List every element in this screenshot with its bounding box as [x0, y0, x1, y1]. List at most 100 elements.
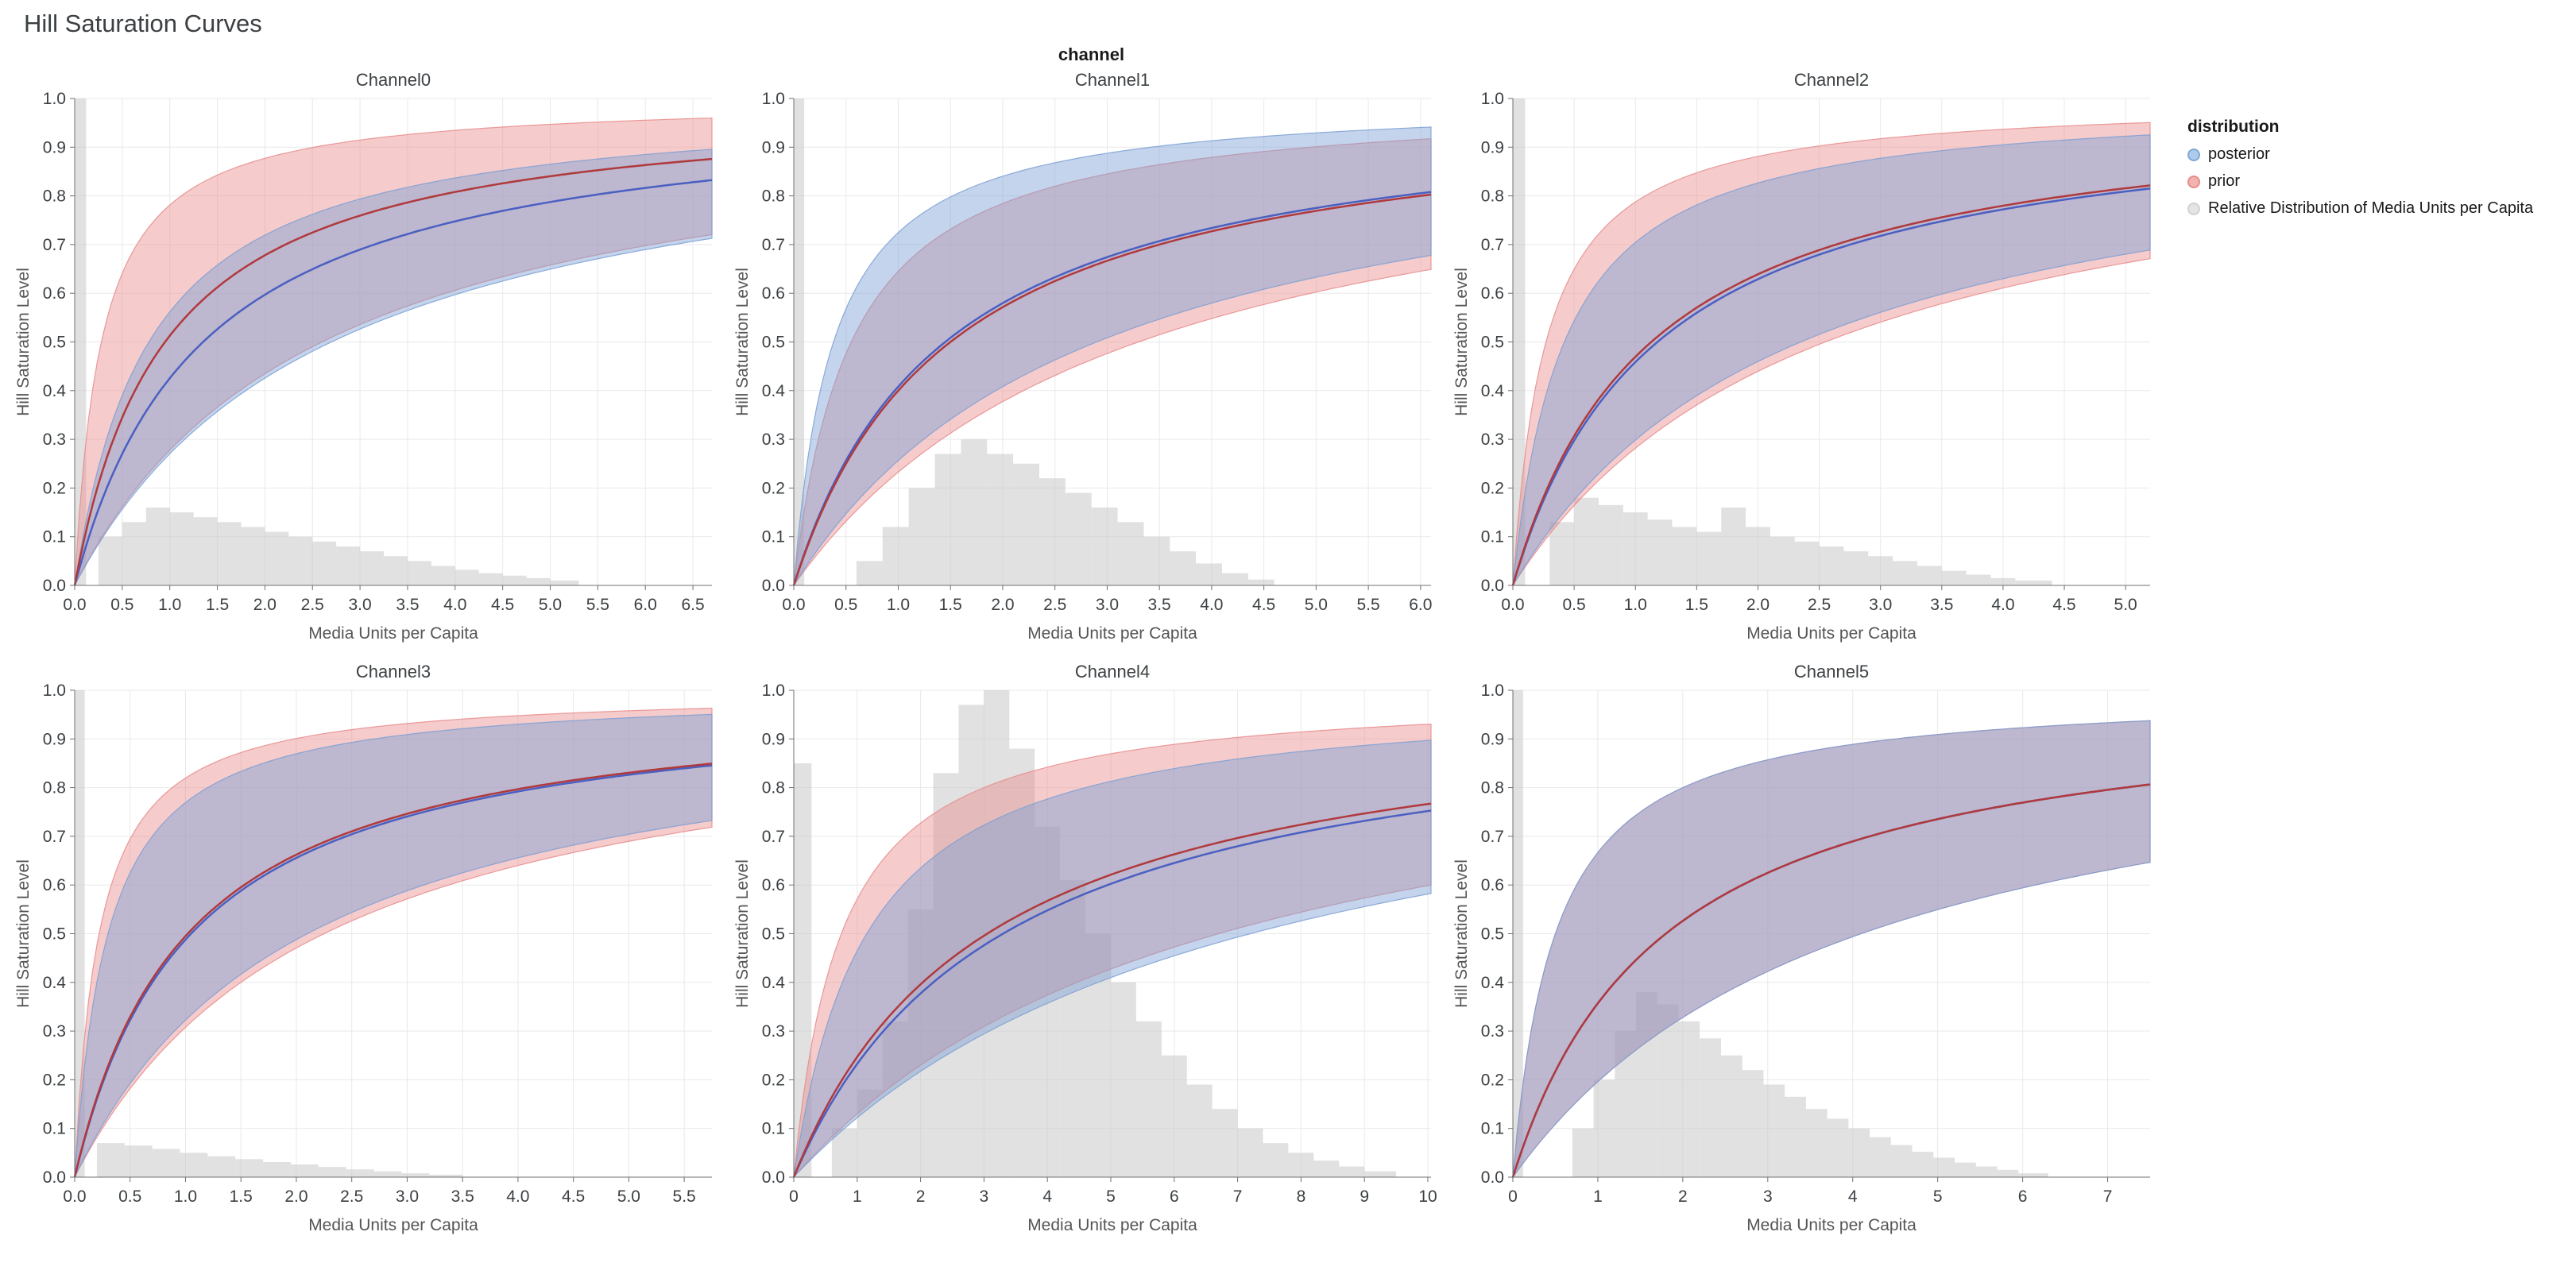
- x-tick-label: 4: [1848, 1187, 1858, 1206]
- histogram-bar: [961, 439, 988, 585]
- x-tick-label: 1.5: [1685, 596, 1708, 614]
- x-tick-label: 3.0: [349, 596, 372, 614]
- y-tick-label: 0.7: [762, 828, 785, 846]
- x-tick-label: 4.0: [1200, 596, 1223, 614]
- x-tick-label: 1.5: [230, 1187, 253, 1206]
- x-tick-label: 3.5: [451, 1187, 474, 1206]
- histogram-bar: [2018, 1173, 2048, 1177]
- x-tick-label: 3: [1763, 1187, 1773, 1206]
- x-tick-label: 3.0: [1869, 596, 1892, 614]
- x-tick-label: 0.5: [110, 596, 133, 614]
- x-tick-label: 5.0: [539, 596, 562, 614]
- x-tick-label: 5.5: [1357, 596, 1380, 614]
- x-tick-label: 2: [1678, 1187, 1688, 1206]
- histogram-bar: [1549, 522, 1575, 585]
- y-tick-label: 0.2: [43, 1071, 66, 1089]
- histogram-bar: [1170, 551, 1197, 585]
- x-tick-label: 4.0: [506, 1187, 529, 1206]
- x-tick-label: 4.0: [443, 596, 466, 614]
- y-tick-label: 0.0: [762, 577, 785, 595]
- y-tick-label: 0.9: [43, 138, 66, 156]
- y-tick-label: 0.8: [762, 779, 785, 797]
- y-tick-label: 0.5: [762, 925, 785, 944]
- y-tick-label: 0.9: [762, 730, 785, 748]
- y-tick-label: 0.8: [1481, 779, 1504, 797]
- y-axis-title: Hill Saturation Level: [733, 859, 752, 1008]
- histogram-bar: [908, 488, 935, 585]
- x-tick-label: 0.5: [834, 596, 857, 614]
- x-tick-label: 10: [1418, 1187, 1437, 1206]
- x-axis-title: Media Units per Capita: [308, 1216, 478, 1234]
- facet-channel5: 0 1 2 3 4 5 6 7 0.0 0.1 0.2 0.3 0.4 0.5 0.6 0.7 0.8 0.9 1.…: [1452, 662, 2151, 1234]
- x-tick-label: 4.5: [562, 1187, 585, 1206]
- histogram-bar: [1060, 880, 1086, 1177]
- y-tick-label: 0.7: [762, 236, 785, 254]
- histogram-bar: [1247, 579, 1274, 585]
- y-tick-label: 0.1: [43, 528, 66, 546]
- x-tick-label: 2.0: [284, 1187, 307, 1206]
- prior-swatch-icon: [2187, 175, 2200, 188]
- y-tick-label: 0.8: [1481, 187, 1504, 206]
- histogram-bar: [1196, 563, 1223, 585]
- y-tick-label: 0.6: [1481, 284, 1504, 303]
- histogram-bar: [288, 536, 313, 585]
- y-tick-label: 0.5: [43, 334, 66, 352]
- histogram-bar: [1186, 1084, 1213, 1177]
- facet-title: Channel1: [1075, 70, 1150, 90]
- prior-mean-line: [1511, 184, 2151, 586]
- histogram-bar: [1212, 1109, 1238, 1177]
- x-tick-label: 2: [916, 1187, 926, 1206]
- y-tick-label: 0.3: [43, 431, 66, 449]
- histogram-bar: [1035, 826, 1061, 1177]
- histogram-bar: [1827, 1118, 1849, 1177]
- y-tick-label: 0.6: [762, 284, 785, 303]
- histogram-bar: [1763, 1084, 1785, 1177]
- histogram-bar: [373, 1171, 402, 1177]
- histogram-bar: [1794, 541, 1820, 585]
- histogram-bar: [346, 1169, 374, 1177]
- y-axis-title: Hill Saturation Level: [14, 859, 33, 1008]
- y-tick-label: 0.8: [43, 187, 66, 206]
- histogram-bar: [1647, 519, 1673, 585]
- x-tick-label: 6.0: [634, 596, 657, 614]
- histogram-bar: [933, 773, 959, 1177]
- histogram-bar: [384, 556, 408, 585]
- x-tick-label: 4: [1042, 1187, 1052, 1206]
- histogram-bar: [217, 522, 242, 585]
- facet-title: Channel2: [1794, 70, 1869, 90]
- y-tick-label: 1.0: [43, 682, 66, 700]
- histogram-bar: [1237, 1128, 1263, 1177]
- y-tick-label: 0.0: [1481, 577, 1504, 595]
- histogram-bar: [96, 1143, 125, 1177]
- posterior-mean-line: [792, 191, 1432, 586]
- y-tick-label: 0.2: [1481, 479, 1504, 497]
- hill-saturation-chart: channel 0.0 0.5 1.0 1.5 2.0 2.5 3.0 3.5 4.0 4.5 5.…: [0, 38, 2576, 1249]
- x-axis-title: Media Units per Capita: [1027, 1216, 1197, 1234]
- x-tick-label: 2.0: [253, 596, 277, 614]
- histogram-bar: [831, 1128, 857, 1177]
- x-tick-label: 0.0: [1501, 596, 1524, 614]
- x-tick-label: 0: [1508, 1187, 1518, 1206]
- x-tick-label: 4.5: [1252, 596, 1275, 614]
- histogram-bar: [1843, 551, 1869, 585]
- facet-grid: 0.0 0.5 1.0 1.5 2.0 2.5 3.0 3.5 4.0 4.5 5.0 5.5 6.0 6…: [13, 65, 2170, 1249]
- y-tick-label: 0.5: [43, 925, 66, 944]
- prior-mean-line: [1511, 783, 2151, 1178]
- x-tick-label: 6.0: [1409, 596, 1432, 614]
- x-tick-label: 0.5: [118, 1187, 141, 1206]
- x-tick-label: 1: [853, 1187, 862, 1206]
- y-tick-label: 0.5: [1481, 334, 1504, 352]
- y-axis-title: Hill Saturation Level: [1452, 268, 1471, 416]
- histogram-bar: [1805, 1109, 1828, 1177]
- histogram-bar: [1672, 527, 1697, 585]
- y-tick-label: 0.4: [1481, 382, 1505, 400]
- x-tick-label: 8: [1297, 1187, 1306, 1206]
- x-tick-label: 3.5: [1930, 596, 1953, 614]
- histogram-bar: [1117, 522, 1144, 585]
- histogram-bar: [1997, 1169, 2019, 1177]
- histogram-bar: [1785, 1096, 1806, 1177]
- x-tick-label: 4.0: [1991, 596, 2014, 614]
- posterior-swatch-icon: [2187, 148, 2200, 161]
- posterior-credible-band: [74, 713, 713, 1178]
- histogram-bar: [1009, 748, 1035, 1177]
